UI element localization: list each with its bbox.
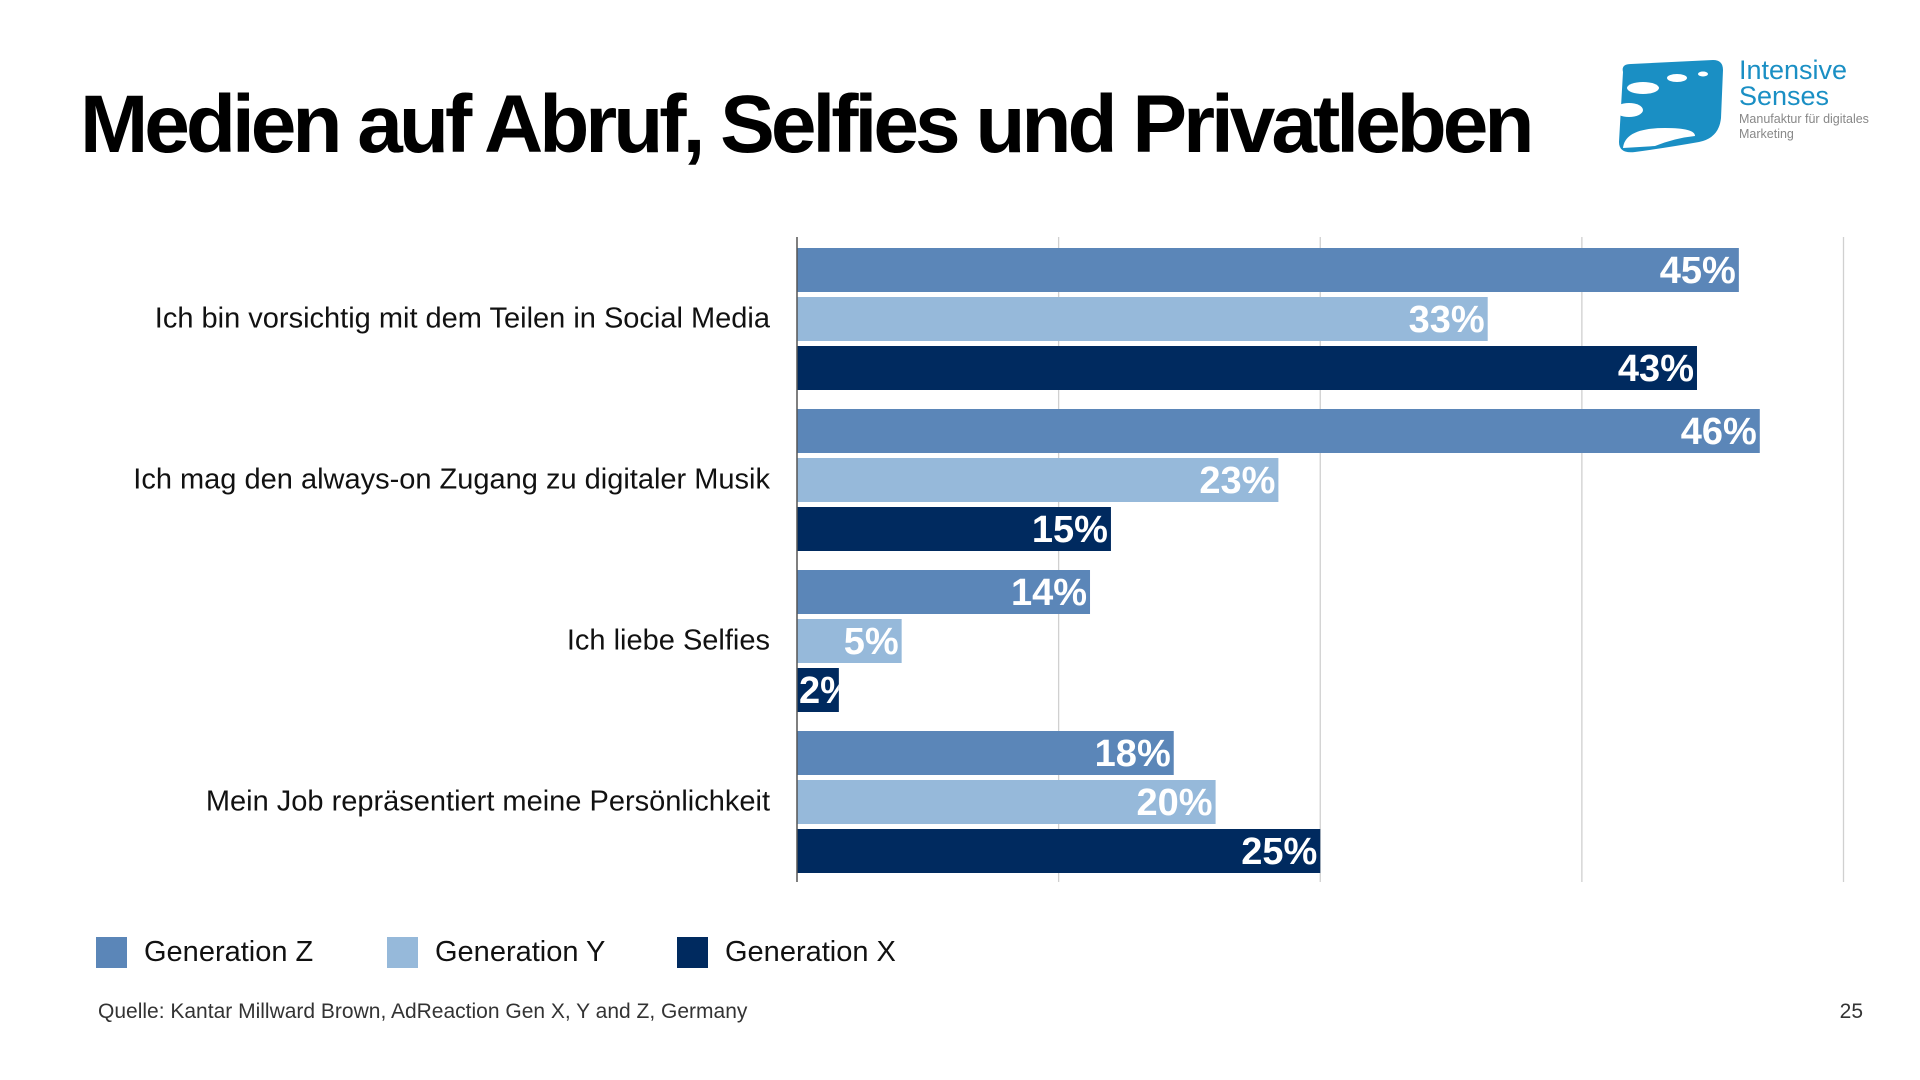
category-label: Ich liebe Selfies [566,624,770,657]
bar [797,297,1488,341]
page-number: 25 [1839,1000,1863,1023]
data-label: 20% [1137,782,1213,824]
bar [797,668,839,712]
logo: Intensive Senses Manufaktur für digitale… [1615,56,1905,156]
data-label: 45% [1660,250,1736,292]
data-label: 43% [1618,348,1694,390]
category-label: Ich bin vorsichtig mit dem Teilen in Soc… [154,302,770,335]
data-label: 18% [1095,733,1171,775]
bar [797,829,1321,873]
legend-item-generation-y: Generation Y [387,936,605,969]
legend-swatch [677,937,708,968]
legend-item-generation-z: Generation Z [96,936,313,969]
legend-label: Generation Z [144,936,314,968]
data-label: 2% [799,670,854,712]
bar [797,409,1760,453]
logo-text: Senses [1739,81,1830,111]
legend-swatch [387,937,418,968]
bar [797,507,1111,551]
bar [797,248,1739,292]
data-label: 25% [1241,831,1317,873]
data-label: 15% [1032,509,1108,551]
source-note: Quelle: Kantar Millward Brown, AdReactio… [98,1000,748,1023]
legend-swatch [96,937,127,968]
bar [797,346,1697,390]
data-label: 14% [1011,572,1087,614]
data-label: 33% [1409,299,1485,341]
bar [797,570,1091,614]
bar [797,731,1174,775]
data-label: 23% [1199,460,1275,502]
bar [797,458,1279,502]
logo-text: Intensive [1739,55,1848,85]
category-label: Ich mag den always-on Zugang zu digitale… [133,463,770,496]
logo-tagline: Manufaktur für digitales Marketing [1739,112,1869,141]
category-label: Mein Job repräsentiert meine Persönlichk… [205,785,770,818]
bar [797,780,1216,824]
legend-item-generation-x: Generation X [677,936,896,969]
data-label: 46% [1681,411,1757,453]
legend-label: Generation Y [435,936,606,968]
logo-mask-icon [1615,60,1723,153]
data-label: 5% [844,621,899,663]
legend-label: Generation X [725,936,896,968]
page-title: Medien auf Abruf, Selfies und Privatlebe… [80,79,1534,170]
bar [797,619,902,663]
